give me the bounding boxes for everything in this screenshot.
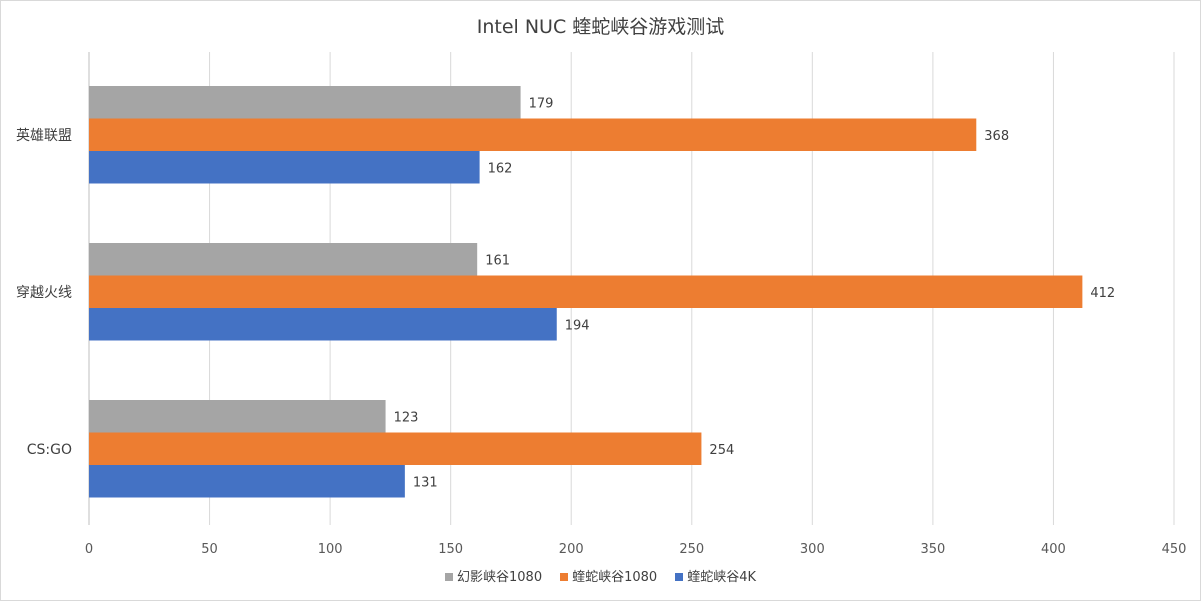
x-tick-label: 350	[920, 542, 945, 557]
x-tick-label: 450	[1162, 542, 1187, 557]
x-tick-label: 100	[318, 542, 343, 557]
bar	[89, 151, 480, 184]
legend-label: 蝰蛇峡谷1080	[572, 570, 658, 585]
category-label: CS:GO	[27, 442, 72, 458]
x-tick-label: 250	[679, 542, 704, 557]
bar	[89, 308, 557, 341]
legend-item: 蝰蛇峡谷4K	[675, 566, 756, 585]
x-tick-label: 0	[85, 542, 93, 557]
data-label: 161	[485, 253, 510, 268]
bar	[89, 400, 386, 433]
x-tick-label: 300	[800, 542, 825, 557]
data-label: 131	[413, 475, 438, 490]
data-label: 368	[984, 129, 1009, 144]
x-tick-label: 50	[201, 542, 218, 557]
bar	[89, 86, 521, 119]
legend: 幻影峡谷1080 蝰蛇峡谷1080 蝰蛇峡谷4K	[0, 566, 1201, 585]
data-label: 179	[529, 96, 554, 111]
category-label: 英雄联盟	[16, 127, 72, 144]
bar	[89, 118, 977, 151]
data-label: 162	[488, 161, 513, 176]
legend-swatch	[445, 573, 453, 581]
bar	[89, 275, 1083, 308]
x-tick-label: 150	[438, 542, 463, 557]
legend-label: 幻影峡谷1080	[457, 570, 543, 585]
data-label: 194	[565, 318, 590, 333]
data-label: 412	[1090, 286, 1115, 301]
legend-swatch	[675, 573, 684, 581]
bar	[89, 465, 405, 498]
legend-item: 蝰蛇峡谷1080	[560, 566, 657, 585]
legend-item: 幻影峡谷1080	[445, 566, 542, 585]
x-tick-label: 200	[559, 542, 584, 557]
chart-title: Intel NUC 蝰蛇峡谷游戏测试	[476, 16, 725, 38]
data-label: 254	[709, 443, 734, 458]
x-tick-label: 400	[1041, 542, 1066, 557]
category-label: 穿越火线	[16, 285, 72, 301]
bar	[89, 243, 478, 276]
bar-chart-plot: 0 50 100 150 200 250 300 350 400 450 179 368 162 英雄联盟…	[16, 52, 1187, 557]
data-label: 123	[394, 410, 419, 425]
bar	[89, 432, 702, 465]
legend-swatch	[560, 573, 569, 581]
legend-label: 蝰蛇峡谷4K	[687, 570, 756, 585]
